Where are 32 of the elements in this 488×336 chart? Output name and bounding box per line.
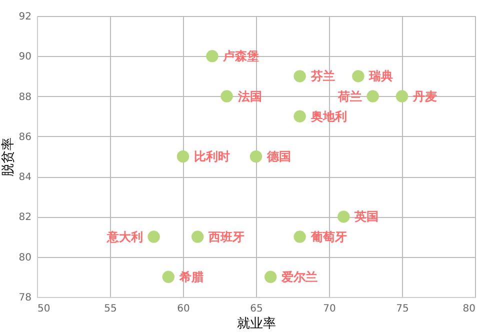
annotation: 西班牙 <box>208 230 245 244</box>
annotation: 卢森堡 <box>222 49 260 64</box>
y-tick-label: 78 <box>18 292 32 304</box>
annotation: 瑞典 <box>368 69 394 84</box>
y-tick-label: 82 <box>18 212 32 224</box>
x-tick-label: 50 <box>38 304 50 314</box>
y-tick-label: 84 <box>18 172 32 184</box>
annotation: 法国 <box>236 89 262 104</box>
y-tick-label: 90 <box>18 52 32 63</box>
y-tick-label: 86 <box>18 132 32 143</box>
annotation: 德国 <box>266 150 291 164</box>
annotation: 爱尔兰 <box>280 270 318 284</box>
annotation: 奥地利 <box>310 109 347 124</box>
x-tick-label: 65 <box>250 304 263 314</box>
annotation: 比利时 <box>194 150 230 164</box>
x-axis-title: 就业率 <box>237 316 276 332</box>
annotation: 荷兰 <box>336 89 362 104</box>
annotation: 希腊 <box>178 270 204 284</box>
x-tick-label: 75 <box>396 304 409 314</box>
x-tick-label: 80 <box>462 304 476 314</box>
x-tick-label: 55 <box>104 304 117 314</box>
annotation: 芬兰 <box>310 69 335 84</box>
y-axis-title: 脱贫率 <box>0 138 16 176</box>
x-tick-label: 60 <box>177 304 190 314</box>
annotation: 英国 <box>354 210 379 224</box>
annotation: 意大利 <box>106 230 143 244</box>
y-tick-label: 92 <box>18 12 32 22</box>
annotation: 葡萄牙 <box>310 230 347 244</box>
y-tick-label: 88 <box>18 92 32 103</box>
y-tick-label: 80 <box>18 252 32 264</box>
annotation: 丹麦 <box>412 89 437 104</box>
x-tick-label: 70 <box>323 304 336 314</box>
